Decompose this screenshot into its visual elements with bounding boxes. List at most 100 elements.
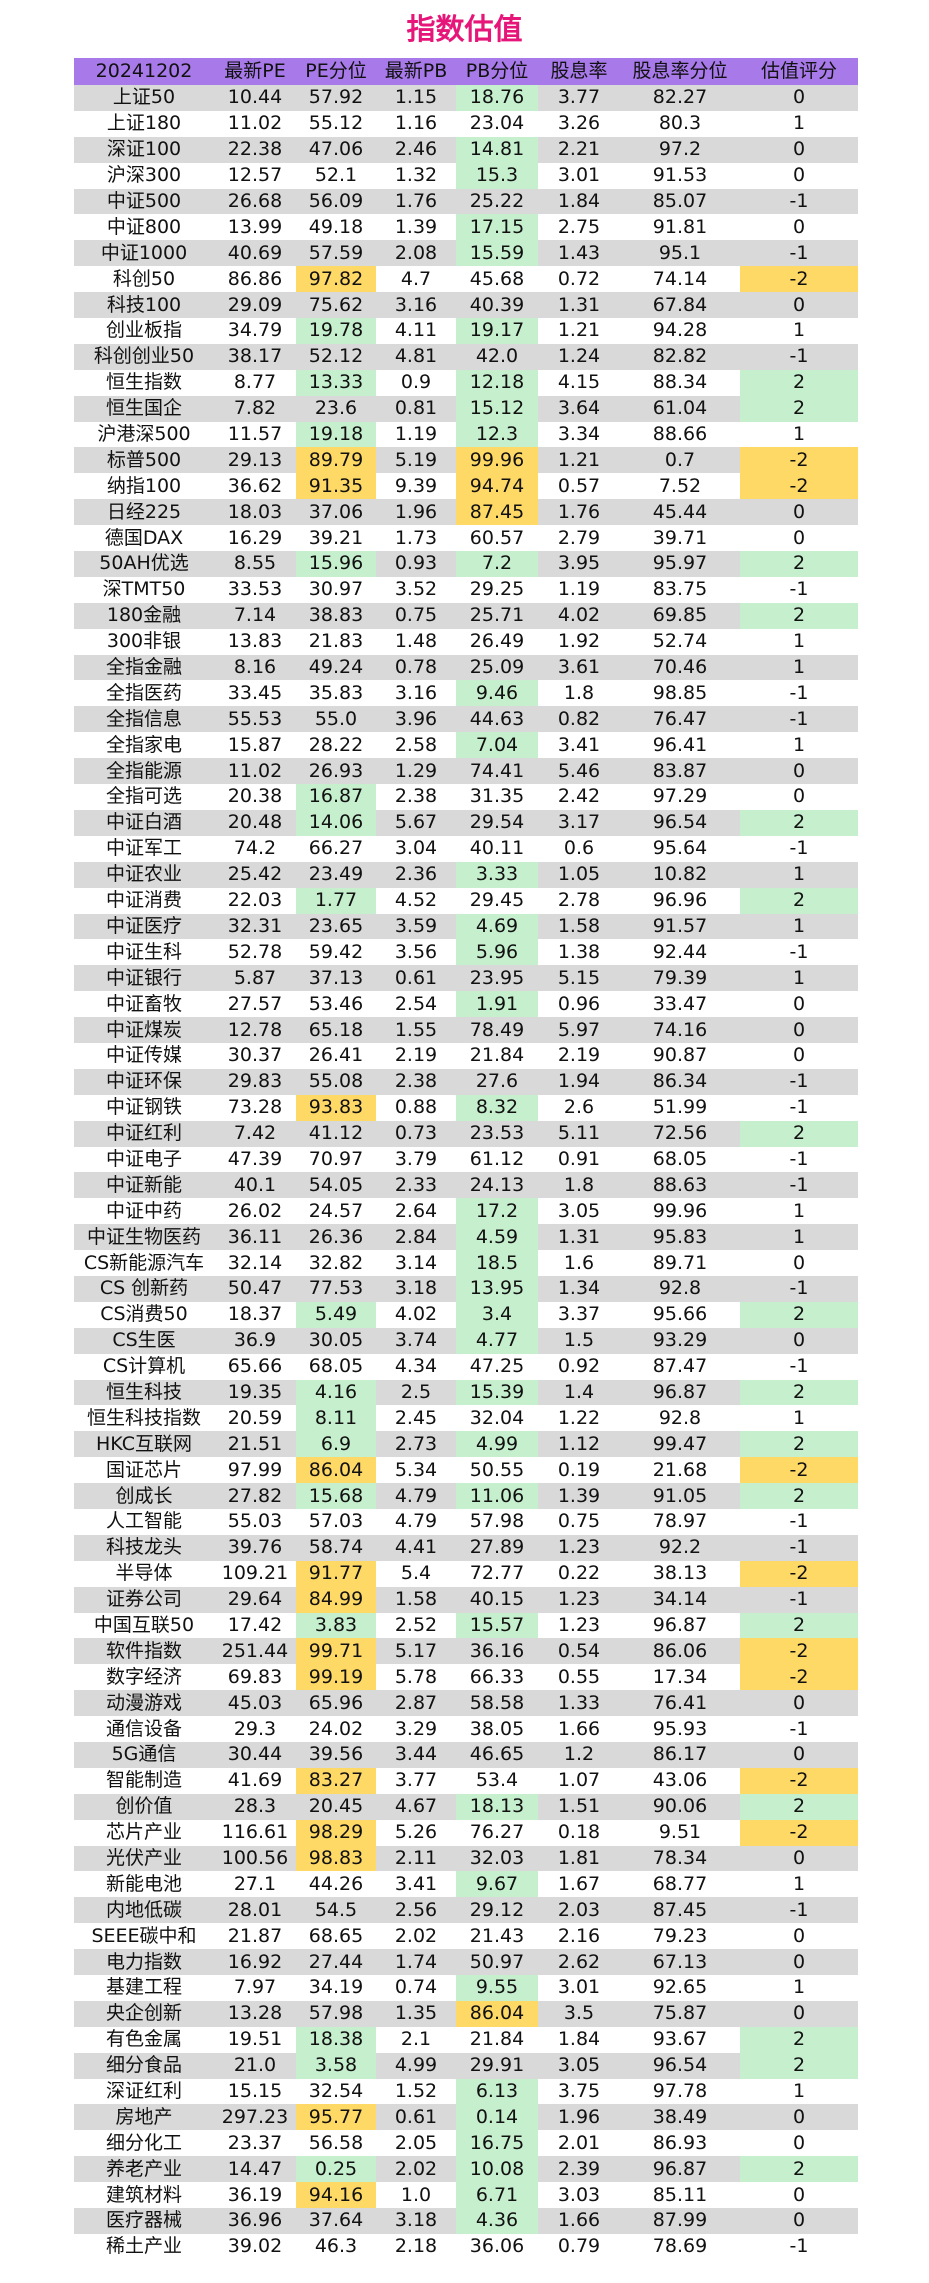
value-cell: 87.99 <box>620 2208 740 2234</box>
index-name-cell: 中证中药 <box>105 1199 182 1222</box>
value-cell: 61.12 <box>469 1147 525 1170</box>
value-cell: 1.07 <box>557 1769 601 1792</box>
value-cell: 28.01 <box>214 1897 296 1924</box>
index-name-cell: 中证消费 <box>105 889 182 912</box>
value-cell: 1.6 <box>563 1251 595 1274</box>
value-cell: 90.06 <box>620 1793 740 1820</box>
value-cell: 30.44 <box>214 1742 296 1768</box>
value-cell: 1.24 <box>538 343 620 370</box>
value-cell: 68.77 <box>652 1872 708 1895</box>
value-cell: 72.56 <box>620 1120 740 1147</box>
value-cell: 2.78 <box>557 889 601 912</box>
value-cell: 27.44 <box>296 1949 376 1976</box>
value-cell: 29.25 <box>469 578 525 601</box>
value-cell: -1 <box>789 837 809 860</box>
table-row: CS新能源汽车 32.14 32.82 3.14 18.5 1.6 89.71 0 <box>74 1250 858 1276</box>
value-cell: 3.17 <box>538 809 620 836</box>
table-row: 创价值 28.3 20.45 4.67 18.13 1.51 90.06 2 <box>74 1793 858 1820</box>
value-cell: 2.36 <box>376 861 456 888</box>
value-cell: 96.54 <box>620 809 740 836</box>
table-row: 中证煤炭 12.78 65.18 1.55 78.49 5.97 74.16 0 <box>74 1017 858 1043</box>
value-cell: 2.05 <box>394 2131 438 2154</box>
index-name-cell: 稀土产业 <box>105 2235 182 2258</box>
column-header: PE分位 <box>296 58 376 85</box>
value-cell: 4.99 <box>376 2052 456 2079</box>
value-cell: 2.18 <box>394 2235 438 2258</box>
value-cell: 33.45 <box>227 681 283 704</box>
value-cell: 34.19 <box>308 1976 364 1999</box>
value-cell: 57.92 <box>296 85 376 111</box>
value-cell: 76.27 <box>469 1821 525 1844</box>
value-cell: 15.12 <box>456 395 538 422</box>
value-cell: 36.62 <box>227 474 283 497</box>
value-cell: 77.53 <box>296 1275 376 1302</box>
value-cell: 2.02 <box>376 2156 456 2183</box>
value-cell: 8.16 <box>214 654 296 681</box>
table-row: 全指家电 15.87 28.22 2.58 7.04 3.41 96.41 1 <box>74 732 858 759</box>
value-cell: 5.97 <box>538 1017 620 1043</box>
value-cell: 2.02 <box>394 1924 438 1947</box>
value-cell: 86.06 <box>620 1638 740 1665</box>
table-row: 光伏产业 100.56 98.83 2.11 32.03 1.81 78.34 0 <box>74 1845 858 1872</box>
value-cell: 33.53 <box>227 578 283 601</box>
value-cell: 14.06 <box>296 809 376 836</box>
value-cell: 82.27 <box>620 85 740 111</box>
index-name-cell: 人工智能 <box>105 1510 182 1533</box>
value-cell: 24.57 <box>308 1199 364 1222</box>
value-cell: 12.78 <box>214 1017 296 1043</box>
value-cell: 5.67 <box>376 809 456 836</box>
value-cell: 31.35 <box>469 785 525 808</box>
value-cell: 29.12 <box>456 1897 538 1924</box>
value-cell: 4.02 <box>394 1303 438 1326</box>
index-name-cell: 有色金属 <box>105 2028 182 2051</box>
index-name-cell: 中证畜牧 <box>105 992 182 1015</box>
index-name-cell: 全指可选 <box>105 785 182 808</box>
value-cell: 7.97 <box>233 1976 277 1999</box>
value-cell: 24.13 <box>456 1172 538 1199</box>
index-name-cell: 软件指数 <box>74 1638 214 1665</box>
value-cell: 21.83 <box>308 630 364 653</box>
value-cell: 1.51 <box>538 1793 620 1820</box>
value-cell: 21.51 <box>214 1431 296 1458</box>
index-name-cell: 深证100 <box>74 136 214 163</box>
value-cell: 0.19 <box>557 1458 601 1481</box>
index-name-cell: 基建工程 <box>105 1976 182 1999</box>
value-cell: 89.71 <box>652 1251 708 1274</box>
table-row: 恒生科技 19.35 4.16 2.5 15.39 1.4 96.87 2 <box>74 1379 858 1406</box>
value-cell: 5.34 <box>394 1458 438 1481</box>
value-cell: 0.78 <box>376 654 456 681</box>
index-name-cell: 全指信息 <box>74 706 214 733</box>
value-cell: 1 <box>792 1199 806 1222</box>
value-cell: 3.5 <box>538 2000 620 2027</box>
value-cell: 0 <box>740 85 858 111</box>
value-cell: 2.54 <box>394 992 438 1015</box>
value-cell: 6.9 <box>296 1431 376 1458</box>
table-row: 科创创业50 38.17 52.12 4.81 42.0 1.24 82.82 -1 <box>74 343 858 370</box>
value-cell: 1.91 <box>456 991 538 1018</box>
index-name-cell: 沪港深500 <box>97 423 191 446</box>
value-cell: 2 <box>740 1612 858 1639</box>
value-cell: 1.32 <box>394 164 438 187</box>
value-cell: 17.42 <box>227 1613 283 1636</box>
value-cell: 38.13 <box>652 1562 708 1585</box>
value-cell: 2.38 <box>394 785 438 808</box>
value-cell: 96.41 <box>652 733 708 756</box>
value-cell: 52.1 <box>314 164 358 187</box>
value-cell: 40.69 <box>214 240 296 267</box>
table-row: 中证医疗 32.31 23.65 3.59 4.69 1.58 91.57 1 <box>74 913 858 940</box>
value-cell: 57.98 <box>469 1510 525 1533</box>
value-cell: 46.65 <box>456 1742 538 1768</box>
value-cell: 76.47 <box>620 706 740 733</box>
index-name-cell: 央企创新 <box>74 2000 214 2027</box>
value-cell: 1.66 <box>557 1717 601 1740</box>
value-cell: -1 <box>789 1510 809 1533</box>
value-cell: 0 <box>792 215 806 238</box>
index-name-cell: 中国互联50 <box>93 1613 195 1636</box>
table-row: 细分食品 21.0 3.58 4.99 29.91 3.05 96.54 2 <box>74 2052 858 2079</box>
value-cell: 92.65 <box>652 1976 708 1999</box>
value-cell: -1 <box>789 2235 809 2258</box>
table-row: 中证钢铁 73.28 93.83 0.88 8.32 2.6 51.99 -1 <box>74 1094 858 1121</box>
value-cell: 86.34 <box>620 1068 740 1095</box>
table-row: 沪港深500 11.57 19.18 1.19 12.3 3.34 88.66 1 <box>74 421 858 448</box>
index-name-cell: 细分化工 <box>105 2131 182 2154</box>
